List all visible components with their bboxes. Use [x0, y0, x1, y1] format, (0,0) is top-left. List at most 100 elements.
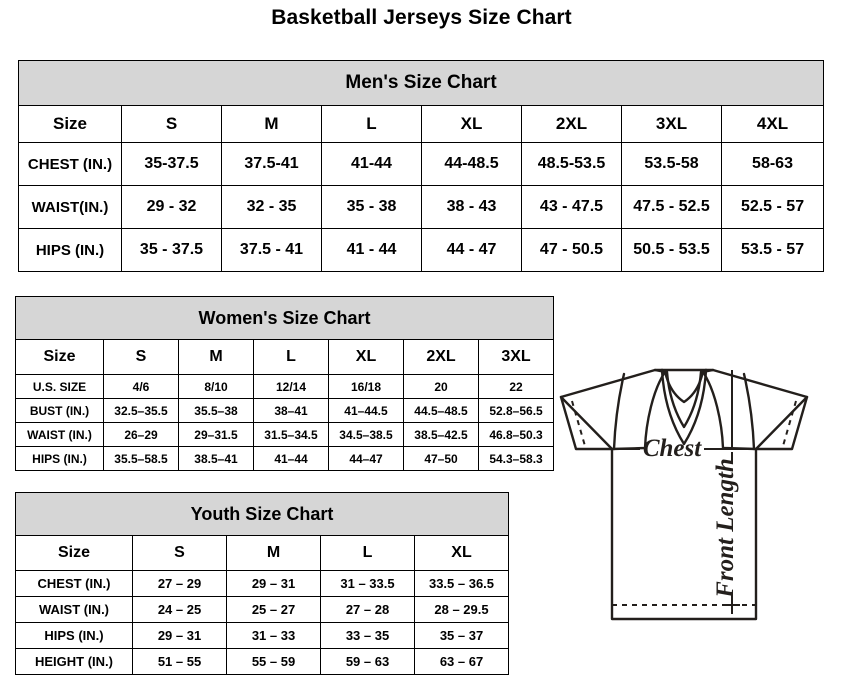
youth-waist-m: 25 – 27 [226, 596, 321, 623]
womens-col-xl: XL [328, 339, 404, 375]
shirt-body [610, 447, 758, 621]
womens-ussize-s: 4/6 [103, 374, 179, 399]
youth-size-chart-table: Youth Size Chart Size S M L XL CHEST (IN… [14, 492, 510, 675]
left-sleeve-hem-dash [571, 400, 586, 447]
jersey-measurement-diagram: Chest Front Length [528, 352, 840, 672]
table-row: HEIGHT (IN.) 51 – 55 55 – 59 59 – 63 63 … [15, 648, 510, 675]
right-sleeve [701, 368, 809, 451]
right-armhole [742, 372, 756, 451]
youth-height-s: 51 – 55 [132, 648, 227, 675]
womens-row-label-us-size: U.S. SIZE [15, 374, 104, 399]
right-cuff-edge [754, 395, 809, 451]
vneck-inner-2 [663, 369, 705, 404]
mens-waist-4xl: 52.5 - 57 [720, 185, 825, 229]
mens-size-chart-table: Men's Size Chart Size S M L XL 2XL 3XL 4… [17, 60, 825, 272]
womens-waist-2xl: 38.5–42.5 [403, 422, 479, 447]
youth-row-label-hips: HIPS (IN.) [15, 622, 133, 649]
mens-band-row: Men's Size Chart [17, 60, 825, 106]
womens-hips-m: 38.5–41 [178, 446, 254, 471]
table-row: U.S. SIZE 4/6 8/10 12/14 16/18 20 22 [15, 374, 555, 399]
womens-col-m: M [178, 339, 254, 375]
mens-chest-s: 35-37.5 [121, 142, 222, 186]
womens-row-label-hips: HIPS (IN.) [15, 446, 104, 471]
womens-waist-s: 26–29 [103, 422, 179, 447]
table-row: BUST (IN.) 32.5–35.5 35.5–38 38–41 41–44… [15, 398, 555, 423]
mens-waist-xl: 38 - 43 [421, 185, 522, 229]
mens-hips-m: 37.5 - 41 [221, 228, 322, 272]
mens-hips-4xl: 53.5 - 57 [720, 228, 825, 272]
womens-waist-3xl: 46.8–50.3 [477, 422, 555, 447]
mens-row-label-chest: CHEST (IN.) [18, 142, 122, 186]
table-row: CHEST (IN.) 27 – 29 29 – 31 31 – 33.5 33… [15, 570, 510, 597]
youth-hips-l: 33 – 35 [320, 622, 415, 649]
mens-col-s: S [121, 105, 222, 143]
mens-waist-3xl: 47.5 - 52.5 [621, 185, 722, 229]
youth-band-title: Youth Size Chart [14, 492, 510, 536]
womens-col-2xl: 2XL [403, 339, 479, 375]
youth-height-m: 55 – 59 [226, 648, 321, 675]
table-row: WAIST (IN.) 26–29 29–31.5 31.5–34.5 34.5… [15, 422, 555, 447]
mens-hips-xl: 44 - 47 [421, 228, 522, 272]
womens-ussize-m: 8/10 [178, 374, 254, 399]
mens-chest-3xl: 53.5-58 [621, 142, 722, 186]
youth-col-size: Size [15, 535, 133, 571]
womens-size-chart-table: Women's Size Chart Size S M L XL 2XL 3XL… [14, 296, 555, 471]
womens-col-s: S [103, 339, 179, 375]
mens-chest-l: 41-44 [321, 142, 422, 186]
vneck-inner-1 [665, 370, 703, 429]
chest-label: Chest [643, 435, 702, 462]
youth-row-label-waist: WAIST (IN.) [15, 596, 133, 623]
womens-row-label-waist: WAIST (IN.) [15, 422, 104, 447]
womens-band-row: Women's Size Chart [14, 296, 555, 340]
left-armhole [612, 372, 626, 451]
mens-waist-l: 35 - 38 [321, 185, 422, 229]
mens-col-2xl: 2XL [521, 105, 622, 143]
table-row: HIPS (IN.) 29 – 31 31 – 33 33 – 35 35 – … [15, 622, 510, 649]
mens-hips-l: 41 - 44 [321, 228, 422, 272]
youth-col-l: L [320, 535, 415, 571]
table-row: WAIST(IN.) 29 - 32 32 - 35 35 - 38 38 - … [18, 185, 825, 229]
mens-chest-xl: 44-48.5 [421, 142, 522, 186]
right-sleeve-hem-dash [782, 400, 797, 447]
youth-row-label-chest: CHEST (IN.) [15, 570, 133, 597]
youth-hips-xl: 35 – 37 [413, 622, 510, 649]
womens-col-l: L [253, 339, 329, 375]
left-cuff-edge [559, 395, 614, 451]
mens-header-row: Size S M L XL 2XL 3XL 4XL [18, 105, 825, 143]
youth-waist-l: 27 – 28 [320, 596, 415, 623]
mens-hips-2xl: 47 - 50.5 [521, 228, 622, 272]
womens-row-label-bust: BUST (IN.) [15, 398, 104, 423]
mens-col-l: L [321, 105, 422, 143]
table-row: HIPS (IN.) 35 - 37.5 37.5 - 41 41 - 44 4… [18, 228, 825, 272]
womens-ussize-xl: 16/18 [328, 374, 404, 399]
womens-col-size: Size [15, 339, 104, 375]
mens-col-xl: XL [421, 105, 522, 143]
womens-hips-l: 41–44 [253, 446, 329, 471]
mens-col-4xl: 4XL [720, 105, 825, 143]
womens-ussize-3xl: 22 [477, 374, 555, 399]
table-row: HIPS (IN.) 35.5–58.5 38.5–41 41–44 44–47… [15, 446, 555, 471]
youth-hips-m: 31 – 33 [226, 622, 321, 649]
mens-row-label-waist: WAIST(IN.) [18, 185, 122, 229]
mens-col-3xl: 3XL [621, 105, 722, 143]
mens-chest-4xl: 58-63 [720, 142, 825, 186]
mens-waist-s: 29 - 32 [121, 185, 222, 229]
womens-ussize-2xl: 20 [403, 374, 479, 399]
mens-chest-m: 37.5-41 [221, 142, 322, 186]
mens-hips-3xl: 50.5 - 53.5 [621, 228, 722, 272]
youth-chest-s: 27 – 29 [132, 570, 227, 597]
womens-header-row: Size S M L XL 2XL 3XL [15, 339, 555, 375]
youth-chest-l: 31 – 33.5 [320, 570, 415, 597]
mens-waist-2xl: 43 - 47.5 [521, 185, 622, 229]
mens-chest-2xl: 48.5-53.5 [521, 142, 622, 186]
womens-waist-l: 31.5–34.5 [253, 422, 329, 447]
womens-hips-2xl: 47–50 [403, 446, 479, 471]
mens-col-size: Size [18, 105, 122, 143]
youth-header-row: Size S M L XL [15, 535, 510, 571]
womens-band-title: Women's Size Chart [14, 296, 555, 340]
page-title: Basketball Jerseys Size Chart [271, 6, 572, 29]
youth-row-label-height: HEIGHT (IN.) [15, 648, 133, 675]
womens-col-3xl: 3XL [477, 339, 555, 375]
youth-chest-m: 29 – 31 [226, 570, 321, 597]
womens-bust-xl: 41–44.5 [328, 398, 404, 423]
